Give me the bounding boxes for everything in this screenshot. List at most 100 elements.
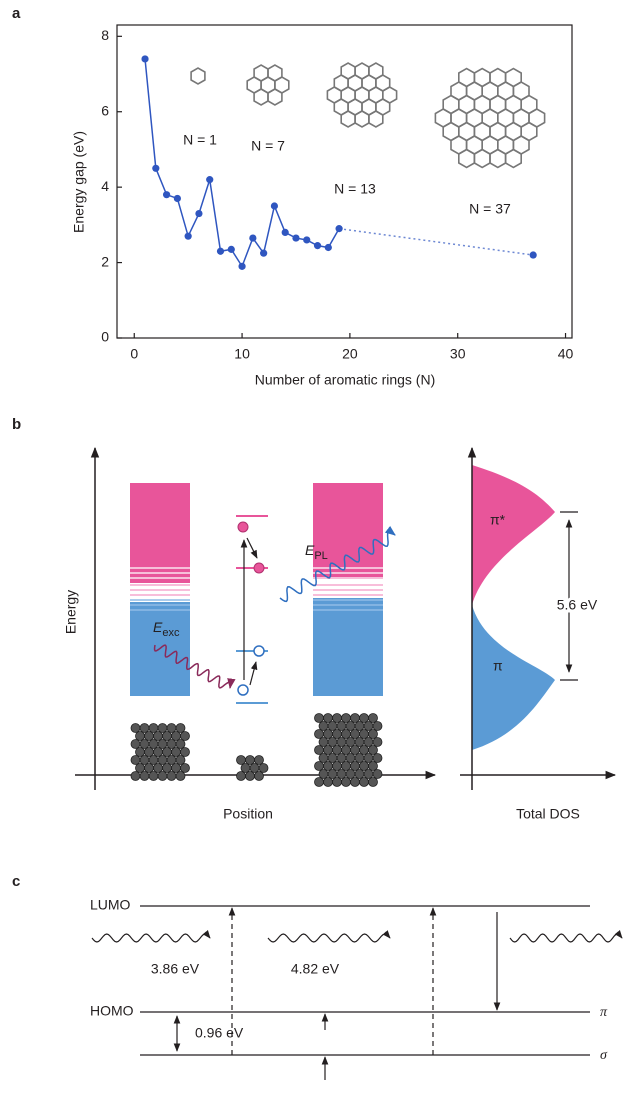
atom-ring (345, 721, 356, 731)
atom-ring (327, 769, 338, 779)
point (313, 242, 322, 250)
atom-ring (314, 777, 324, 787)
atom-ring (130, 755, 141, 765)
atom-ring (341, 713, 351, 723)
atom-ring (372, 769, 383, 779)
atom-ring (359, 729, 369, 739)
atom-ring (323, 777, 333, 787)
point (238, 262, 246, 270)
point (216, 247, 225, 255)
atom-ring (354, 753, 365, 763)
point (260, 249, 268, 257)
point (292, 234, 300, 242)
photon-wave (509, 929, 623, 943)
atom-ring (236, 771, 246, 781)
atom-ring (336, 753, 347, 763)
point (162, 191, 171, 199)
arrow (249, 661, 258, 686)
band (130, 483, 190, 583)
y-tick-label: 6 (101, 102, 109, 118)
annotation: N = 1 (183, 132, 217, 148)
molecules (190, 62, 546, 169)
dos-pi-star (472, 465, 555, 605)
atom-ring (368, 729, 378, 739)
atom-ring (180, 747, 190, 757)
y-tick-label: 4 (101, 178, 109, 194)
clusters (130, 713, 383, 787)
atom-ring (345, 753, 356, 763)
arrow (246, 537, 258, 559)
point (184, 232, 192, 240)
atom-ring (135, 731, 145, 741)
atom-ring (318, 769, 329, 779)
atom-ring (139, 771, 150, 781)
atom-ring (166, 771, 177, 781)
hole (237, 684, 249, 696)
atom-ring (350, 761, 360, 771)
point (529, 251, 537, 259)
atom-ring (166, 755, 177, 765)
excitation-wave (153, 644, 236, 690)
point (206, 176, 214, 184)
atom-ring (139, 739, 150, 749)
ring (190, 67, 206, 85)
atom-ring (130, 739, 141, 749)
atom-ring (130, 771, 141, 781)
atom-ring (153, 731, 163, 741)
symbol: E (305, 542, 315, 558)
point (249, 234, 257, 242)
atom-ring (359, 761, 369, 771)
y-axis-label: Energy (63, 590, 79, 634)
point (303, 236, 311, 244)
atom-ring (130, 723, 141, 733)
atom-ring (318, 753, 329, 763)
atom-ring (314, 761, 324, 771)
atom-ring (162, 731, 172, 741)
point (281, 228, 289, 237)
atom-ring (153, 747, 163, 757)
atom-ring (240, 763, 251, 773)
atom-ring (314, 745, 324, 755)
hole (253, 645, 265, 657)
band-label: π* (490, 512, 506, 528)
energy-label: 4.82 eV (291, 961, 340, 977)
dos-diagram: π* π 5.6 eV 5.6 eV Total DOS (460, 446, 617, 822)
atom-ring (341, 729, 351, 739)
atom-ring (372, 737, 383, 747)
atom-ring (363, 737, 374, 747)
band-label: π (493, 658, 503, 674)
atom-ring (327, 721, 338, 731)
atom-ring (372, 753, 383, 763)
atom-ring (354, 721, 365, 731)
atom-ring (166, 723, 177, 733)
atom-ring (144, 763, 154, 773)
atom-ring (171, 763, 181, 773)
electron (253, 562, 265, 574)
panel-label: a (12, 5, 21, 22)
point (335, 225, 343, 233)
y-tick-label: 2 (101, 253, 109, 269)
atom-ring (336, 737, 347, 747)
atom-ring (341, 777, 351, 787)
atom-ring (148, 771, 159, 781)
point (270, 202, 279, 210)
orbital-label: π (600, 1005, 608, 1020)
atom-ring (180, 763, 190, 773)
level-label: HOMO (90, 1003, 134, 1019)
atom-ring (148, 723, 159, 733)
atom-ring (148, 739, 159, 749)
atom-ring (341, 745, 351, 755)
level-label: LUMO (90, 897, 131, 913)
ring (382, 86, 398, 104)
atom-ring (372, 721, 383, 731)
gap-label: 5.6 eV (557, 597, 598, 613)
atom-ring (359, 745, 369, 755)
atom-ring (323, 745, 333, 755)
x-axis-label: Number of aromatic rings (N) (255, 372, 436, 388)
atom-ring (236, 755, 246, 765)
atom-ring (245, 755, 255, 765)
energy-label: 0.96 eV (195, 1025, 244, 1041)
ring (274, 76, 290, 94)
atom-ring (345, 737, 356, 747)
atom-ring (323, 761, 333, 771)
